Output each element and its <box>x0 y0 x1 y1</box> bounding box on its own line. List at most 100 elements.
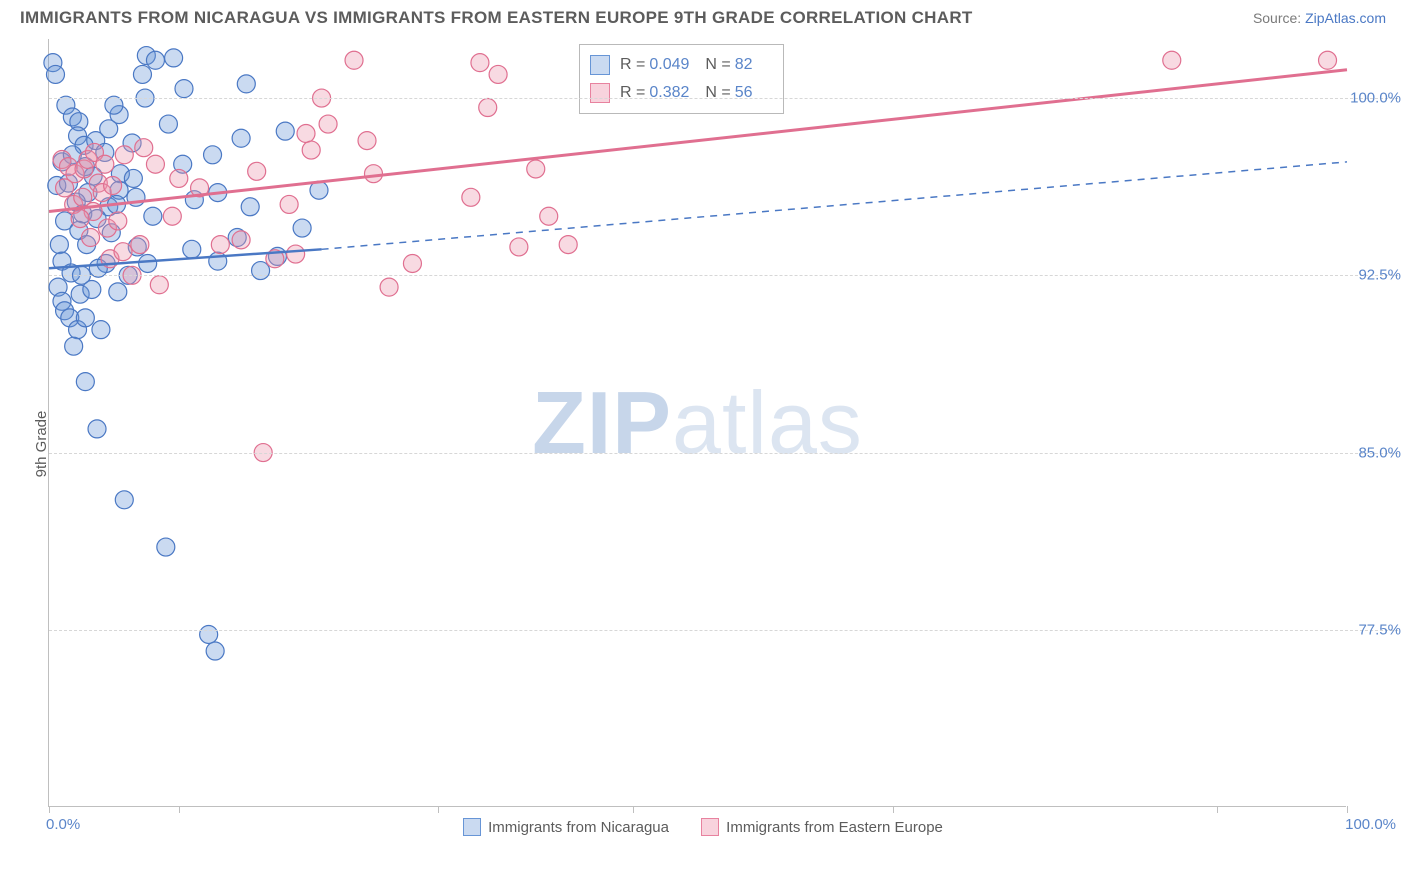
x-tick <box>1217 806 1218 813</box>
x-tick <box>1347 806 1348 813</box>
data-point-pink <box>510 238 528 256</box>
data-point-blue <box>276 122 294 140</box>
data-point-blue <box>159 115 177 133</box>
data-point-pink <box>211 236 229 254</box>
stats-row-blue: R = 0.049 N = 82 <box>590 51 769 79</box>
data-point-blue <box>133 65 151 83</box>
data-point-blue <box>65 337 83 355</box>
swatch-blue-icon <box>463 818 481 836</box>
data-point-blue <box>146 51 164 69</box>
source-attribution: Source: ZipAtlas.com <box>1253 10 1386 26</box>
y-tick-label: 77.5% <box>1346 621 1401 638</box>
data-point-blue <box>175 80 193 98</box>
source-link[interactable]: ZipAtlas.com <box>1305 10 1386 26</box>
data-point-pink <box>280 195 298 213</box>
data-point-pink <box>56 179 74 197</box>
data-point-blue <box>144 207 162 225</box>
data-point-pink <box>319 115 337 133</box>
data-point-pink <box>163 207 181 225</box>
data-point-pink <box>365 165 383 183</box>
x-tick <box>49 806 50 813</box>
data-point-blue <box>241 198 259 216</box>
gridline <box>49 453 1398 454</box>
x-tick <box>633 806 634 813</box>
data-point-blue <box>92 321 110 339</box>
data-point-pink <box>135 139 153 157</box>
swatch-pink-icon <box>701 818 719 836</box>
data-point-pink <box>297 125 315 143</box>
data-point-blue <box>165 49 183 67</box>
data-point-blue <box>237 75 255 93</box>
data-point-blue <box>204 146 222 164</box>
data-point-pink <box>71 210 89 228</box>
data-point-pink <box>114 243 132 261</box>
data-point-pink <box>150 276 168 294</box>
data-point-blue <box>206 642 224 660</box>
x-tick <box>893 806 894 813</box>
plot-svg <box>49 39 1346 806</box>
data-point-blue <box>50 236 68 254</box>
data-point-pink <box>527 160 545 178</box>
r-value-pink: 0.382 <box>649 79 689 107</box>
data-point-blue <box>83 280 101 298</box>
data-point-pink <box>82 228 100 246</box>
data-point-pink <box>96 155 114 173</box>
y-tick-label: 85.0% <box>1346 444 1401 461</box>
data-point-pink <box>131 236 149 254</box>
data-point-blue <box>293 219 311 237</box>
data-point-blue <box>100 120 118 138</box>
data-point-blue <box>183 240 201 258</box>
data-point-pink <box>248 162 266 180</box>
data-point-blue <box>232 129 250 147</box>
data-point-pink <box>471 54 489 72</box>
data-point-blue <box>157 538 175 556</box>
chart-title: IMMIGRANTS FROM NICARAGUA VS IMMIGRANTS … <box>20 8 973 28</box>
legend-item-pink: Immigrants from Eastern Europe <box>701 818 943 836</box>
data-point-pink <box>104 177 122 195</box>
x-tick <box>179 806 180 813</box>
plot-area: ZIPatlas R = 0.049 N = 82 R = 0.382 N = … <box>48 39 1346 807</box>
data-point-pink <box>540 207 558 225</box>
gridline <box>49 98 1398 99</box>
data-point-pink <box>287 245 305 263</box>
data-point-pink <box>302 141 320 159</box>
stats-row-pink: R = 0.382 N = 56 <box>590 79 769 107</box>
n-value-blue: 82 <box>735 51 753 79</box>
swatch-pink-icon <box>590 83 610 103</box>
data-point-pink <box>462 188 480 206</box>
data-point-blue <box>109 283 127 301</box>
r-value-blue: 0.049 <box>649 51 689 79</box>
r-label: R = <box>620 51 645 79</box>
n-value-pink: 56 <box>735 79 753 107</box>
data-point-pink <box>358 132 376 150</box>
legend-label-blue: Immigrants from Nicaragua <box>488 819 669 836</box>
gridline <box>49 275 1398 276</box>
chart-header: IMMIGRANTS FROM NICARAGUA VS IMMIGRANTS … <box>0 0 1406 34</box>
n-label: N = <box>705 51 730 79</box>
data-point-pink <box>232 231 250 249</box>
data-point-pink <box>345 51 363 69</box>
data-point-pink <box>1163 51 1181 69</box>
r-label: R = <box>620 79 645 107</box>
source-prefix: Source: <box>1253 10 1305 26</box>
data-point-pink <box>479 99 497 117</box>
data-point-pink <box>170 169 188 187</box>
bottom-legend: Immigrants from Nicaragua Immigrants fro… <box>0 818 1406 840</box>
data-point-pink <box>115 146 133 164</box>
data-point-blue <box>76 373 94 391</box>
data-point-blue <box>46 65 64 83</box>
data-point-blue <box>139 254 157 272</box>
data-point-blue <box>115 491 133 509</box>
data-point-blue <box>200 625 218 643</box>
legend-item-blue: Immigrants from Nicaragua <box>463 818 669 836</box>
data-point-blue <box>88 420 106 438</box>
chart-container: 9th Grade ZIPatlas R = 0.049 N = 82 R = … <box>0 34 1406 854</box>
data-point-blue <box>76 309 94 327</box>
stats-legend-box: R = 0.049 N = 82 R = 0.382 N = 56 <box>579 44 784 114</box>
data-point-pink <box>1319 51 1337 69</box>
data-point-pink <box>380 278 398 296</box>
data-point-pink <box>109 212 127 230</box>
data-point-blue <box>124 169 142 187</box>
y-tick-label: 100.0% <box>1346 90 1401 107</box>
gridline <box>49 630 1398 631</box>
